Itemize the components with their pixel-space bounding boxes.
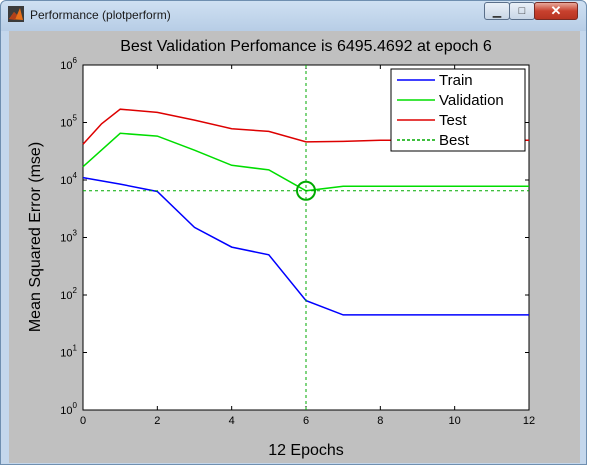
maximize-button[interactable]: □ (509, 2, 535, 20)
figure-area: Best Validation Perfomance is 6495.4692 … (9, 31, 580, 463)
maximize-icon: □ (518, 5, 526, 17)
x-tick-label: 8 (377, 415, 383, 427)
x-axis-label: 12 Epochs (268, 442, 344, 459)
y-tick-label: 102 (60, 286, 77, 302)
legend-label: Test (439, 112, 467, 129)
y-axis-label: Mean Squared Error (mse) (27, 142, 44, 332)
close-icon: ✕ (550, 3, 562, 18)
chart-legend: Train Validation Test Best (390, 68, 526, 152)
x-tick-label: 10 (449, 415, 461, 427)
axis-ticks: 0 2 4 6 8 10 12 100 101 102 103 104 105 106 (60, 56, 535, 427)
minimize-icon: ▁ (492, 5, 502, 18)
window-title: Performance (plotperform) (30, 8, 171, 22)
x-tick-label: 4 (229, 415, 235, 427)
x-tick-label: 0 (80, 415, 86, 427)
x-tick-label: 12 (523, 415, 535, 427)
y-tick-label: 104 (60, 171, 77, 187)
matlab-icon (8, 6, 24, 22)
legend-box (390, 68, 526, 152)
legend-label: Validation (439, 92, 504, 109)
chart-title: Best Validation Perfomance is 6495.4692 … (120, 38, 492, 55)
legend-label: Best (439, 132, 470, 149)
x-tick-label: 6 (303, 415, 309, 427)
x-tick-label: 2 (154, 415, 160, 427)
y-tick-label: 105 (60, 114, 77, 130)
minimize-button[interactable]: ▁ (484, 2, 510, 20)
legend-label: Train (439, 72, 473, 89)
performance-chart: Best Validation Perfomance is 6495.4692 … (27, 38, 535, 459)
y-tick-label: 103 (60, 229, 77, 245)
y-tick-label: 100 (60, 401, 77, 417)
title-bar[interactable]: Performance (plotperform) ▁ □ ✕ (1, 1, 586, 29)
best-point-marker (296, 180, 316, 201)
best-markers (83, 65, 529, 410)
close-button[interactable]: ✕ (534, 2, 578, 20)
y-tick-label: 101 (60, 344, 77, 360)
y-tick-label: 106 (60, 56, 77, 72)
